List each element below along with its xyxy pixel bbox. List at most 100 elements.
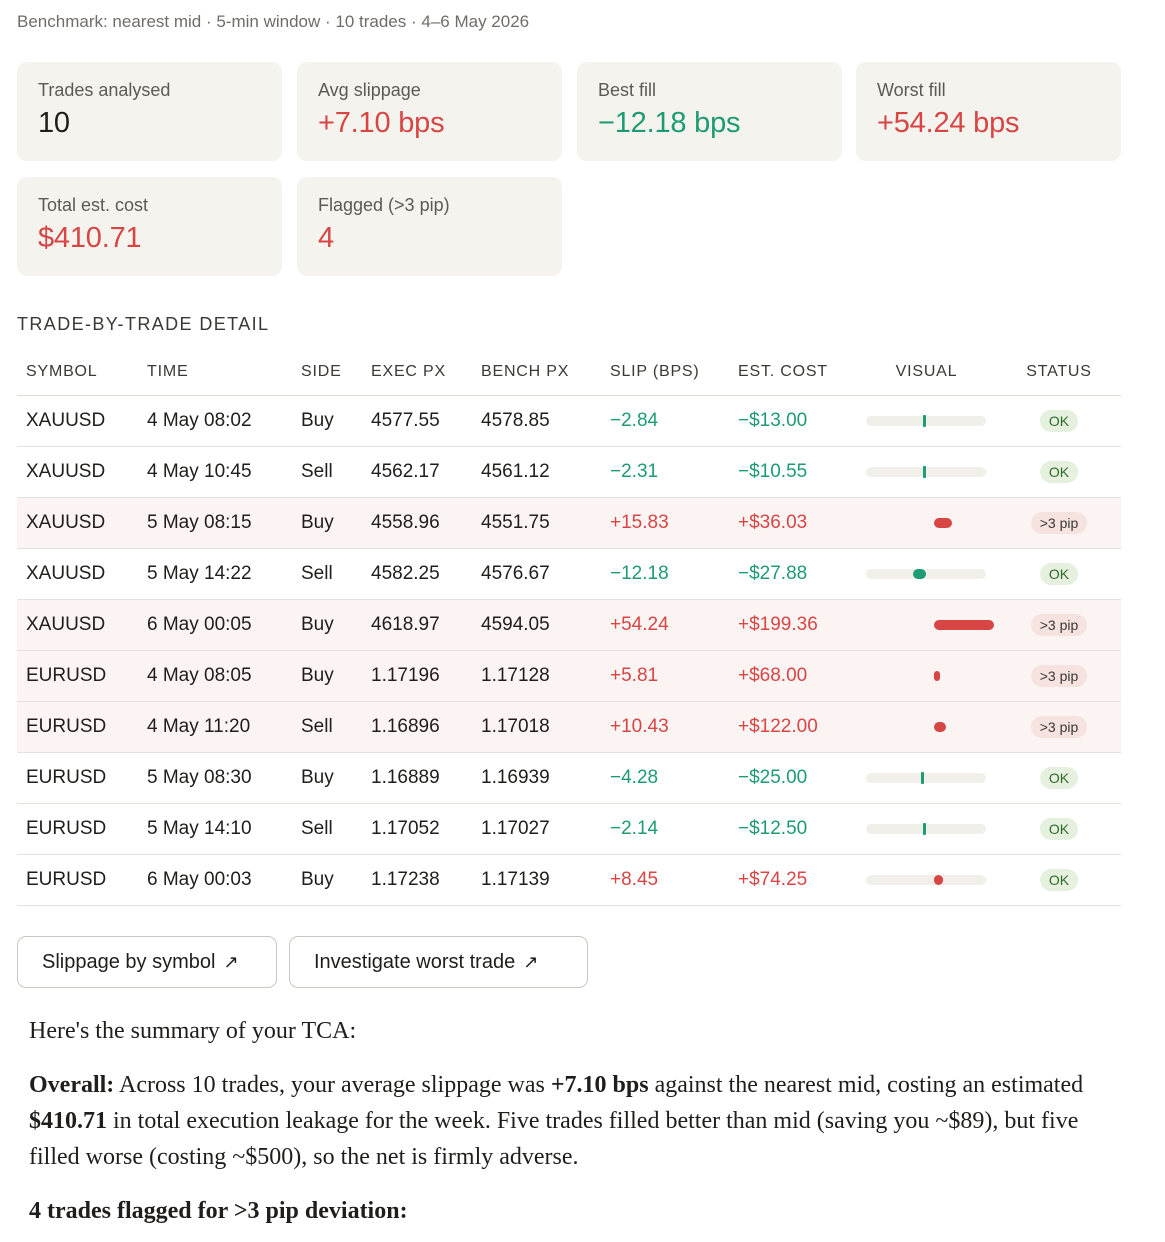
column-header-est-cost: EST. COST [738,362,828,380]
column-header-side: SIDE [301,362,342,380]
cell-bench-px: 4551.75 [481,512,550,533]
trade-table: SYMBOL TIME SIDE EXEC PX BENCH PX SLIP (… [17,348,1121,906]
cell-visual [856,569,997,579]
stat-card-total-cost: Total est. cost $410.71 [17,177,282,276]
slippage-bar [934,518,952,528]
slippage-bar [923,466,926,478]
cell-side: Sell [301,461,333,482]
cell-exec-px: 1.16896 [371,716,440,737]
cell-bench-px: 4576.67 [481,563,550,584]
table-row[interactable]: XAUUSD 4 May 10:45 Sell 4562.17 4561.12 −2.31… [17,447,1121,498]
table-row[interactable]: EURUSD 5 May 08:30 Buy 1.16889 1.16939 −4.28 −… [17,753,1121,804]
status-badge: OK [1039,767,1079,789]
summary-text: against the nearest mid, costing an esti… [648,1072,1084,1098]
cell-est-cost: +$122.00 [738,716,818,737]
cell-side: Buy [301,869,334,890]
column-header-time: TIME [147,362,189,380]
slippage-bar-background [866,416,986,426]
cell-side: Sell [301,818,333,839]
cell-status: OK [997,869,1121,891]
slippage-bar [934,722,946,732]
slippage-bar-background [866,875,986,885]
slippage-bar [934,620,994,630]
cell-slip: −2.14 [610,818,659,839]
slippage-bar-track [866,620,994,630]
cell-symbol: EURUSD [26,665,107,686]
cell-time: 4 May 11:20 [147,716,251,737]
status-badge: >3 pip [1030,665,1088,687]
table-row[interactable]: XAUUSD 6 May 00:05 Buy 4618.97 4594.05 +54.24… [17,600,1121,651]
cell-est-cost: +$74.25 [738,869,808,890]
cell-exec-px: 1.16889 [371,767,440,788]
slippage-bar [922,415,926,427]
slippage-bar [921,772,925,784]
cell-symbol: XAUUSD [26,614,106,635]
stat-value: −12.18 bps [598,107,741,139]
status-badge: >3 pip [1030,716,1088,738]
cell-exec-px: 4577.55 [371,410,440,431]
status-badge: >3 pip [1030,512,1088,534]
slippage-bar-background [866,518,986,528]
column-header-slip: SLIP (BPS) [610,362,700,380]
slippage-bar-track [866,671,986,681]
slippage-bar-background [866,569,986,579]
cell-slip: −2.31 [610,461,659,482]
stat-value: +54.24 bps [877,107,1020,139]
stat-card-best-fill: Best fill −12.18 bps [577,62,842,161]
cell-bench-px: 1.17018 [481,716,550,737]
cell-visual [856,722,997,732]
cell-bench-px: 1.17139 [481,869,550,890]
table-row[interactable]: EURUSD 4 May 08:05 Buy 1.17196 1.17128 +5.81 +… [17,651,1121,702]
cell-slip: +8.45 [610,869,659,890]
status-badge: OK [1039,869,1079,891]
table-row[interactable]: XAUUSD 5 May 14:22 Sell 4582.25 4576.67 −12.1… [17,549,1121,600]
summary-text: Across 10 trades, your average slippage … [114,1072,551,1098]
summary-avg-slippage: +7.10 bps [550,1072,649,1098]
column-header-exec-px: EXEC PX [371,362,446,380]
cell-status: >3 pip [997,665,1121,687]
stat-card-worst-fill: Worst fill +54.24 bps [856,62,1121,161]
slippage-bar [934,671,941,681]
cell-status: OK [997,767,1121,789]
slippage-bar-track [866,415,986,427]
button-label: Slippage by symbol [42,950,216,973]
slippage-bar-track [866,466,986,478]
table-row[interactable]: EURUSD 4 May 11:20 Sell 1.16896 1.17018 +10.4… [17,702,1121,753]
cell-visual [856,671,997,681]
cell-time: 4 May 08:05 [147,665,252,686]
cell-slip: +10.43 [610,716,669,737]
arrow-up-right-icon: ↗ [523,951,539,972]
slippage-by-symbol-button[interactable]: Slippage by symbol ↗ [17,936,277,988]
stat-card-trades-analysed: Trades analysed 10 [17,62,282,161]
table-body: XAUUSD 4 May 08:02 Buy 4577.55 4578.85 −2.84 −… [17,396,1121,906]
table-row[interactable]: XAUUSD 4 May 08:02 Buy 4577.55 4578.85 −2.84 −… [17,396,1121,447]
column-header-visual: VISUAL [895,362,958,380]
page-subtitle: Benchmark: nearest mid · 5-min window · … [17,12,530,31]
slippage-bar [912,569,926,579]
status-badge: OK [1039,410,1079,432]
cell-bench-px: 1.17128 [481,665,550,686]
stat-value: +7.10 bps [318,107,445,139]
table-row[interactable]: XAUUSD 5 May 08:15 Buy 4558.96 4551.75 +15.83… [17,498,1121,549]
table-header: SYMBOL TIME SIDE EXEC PX BENCH PX SLIP (… [17,348,1121,396]
cell-bench-px: 1.16939 [481,767,550,788]
cell-est-cost: +$199.36 [738,614,818,635]
cell-visual [856,620,997,630]
cell-symbol: EURUSD [26,818,107,839]
cell-symbol: XAUUSD [26,563,106,584]
status-badge: >3 pip [1030,614,1088,636]
cell-bench-px: 1.17027 [481,818,550,839]
stat-label: Avg slippage [318,80,421,100]
summary-intro: Here's the summary of your TCA: [29,1018,357,1044]
table-row[interactable]: EURUSD 5 May 14:10 Sell 1.17052 1.17027 −2.14… [17,804,1121,855]
column-header-bench-px: BENCH PX [481,362,570,380]
table-row[interactable]: EURUSD 6 May 00:03 Buy 1.17238 1.17139 +8.45 +… [17,855,1121,906]
cell-visual [856,772,997,784]
summary-flagged-heading-text: 4 trades flagged for >3 pip deviation: [29,1198,408,1224]
slippage-bar-track [866,823,986,835]
slippage-bar [923,823,926,835]
summary-total-cost: $410.71 [29,1108,107,1134]
slippage-bar-track [866,569,986,579]
slippage-bar-background [866,467,986,477]
investigate-worst-trade-button[interactable]: Investigate worst trade ↗ [289,936,588,988]
